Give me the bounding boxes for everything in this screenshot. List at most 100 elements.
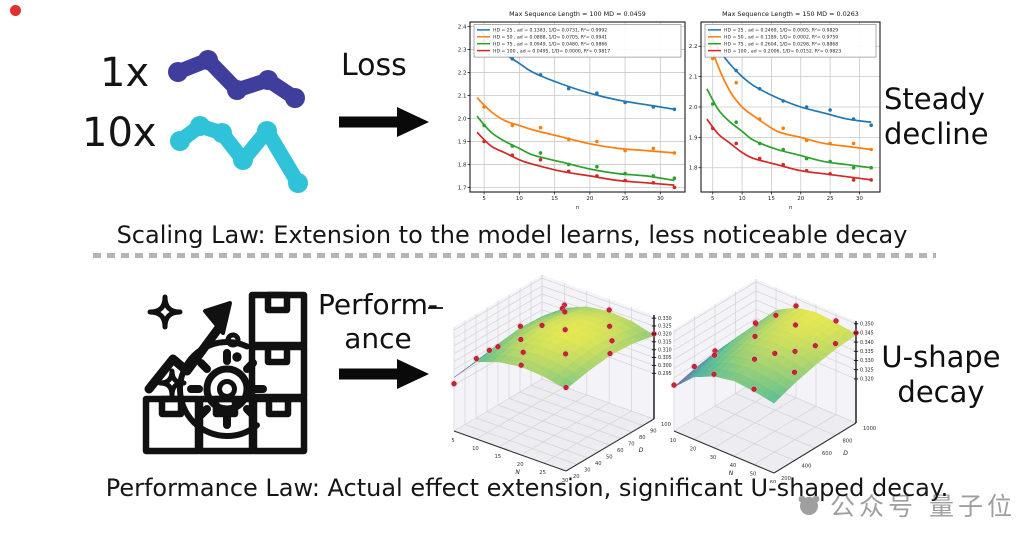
svg-text:1.8: 1.8 <box>689 166 698 172</box>
svg-text:20: 20 <box>517 462 524 468</box>
sparkle-icon <box>147 294 242 398</box>
svg-text:25: 25 <box>827 196 834 202</box>
performance-law-caption: Performance Law: Actual effect extension… <box>105 474 949 502</box>
chart-legend: HD = 25 , ad = 0.1383, 1/D= 0.0731, R²= … <box>473 24 682 58</box>
watermark: 公众号 量子位 <box>796 487 1016 523</box>
svg-text:25: 25 <box>539 470 546 476</box>
right-arrow-icon <box>339 359 429 389</box>
gear-icon <box>177 339 277 439</box>
red-dot-marker <box>10 5 21 16</box>
surface-mesh <box>453 306 655 390</box>
svg-text:15: 15 <box>768 196 775 202</box>
svg-text:100: 100 <box>661 422 671 428</box>
svg-text:20: 20 <box>586 196 593 202</box>
svg-text:15: 15 <box>494 454 501 460</box>
svg-text:HD = 100 , ad = 0.2006, 1/D= 0: HD = 100 , ad = 0.2006, 1/D= 0.0152, R²=… <box>724 48 841 54</box>
svg-text:0.295: 0.295 <box>658 371 672 377</box>
svg-text:N: N <box>515 469 520 476</box>
dashed-divider <box>93 253 936 258</box>
svg-text:20: 20 <box>690 446 697 452</box>
watermark-text: 公众号 量子位 <box>830 492 1016 521</box>
svg-text:1000: 1000 <box>863 426 876 432</box>
svg-text:5: 5 <box>482 196 486 202</box>
svg-text:Max Sequence Length = 150 MD =: Max Sequence Length = 150 MD = 0.0263 <box>722 10 859 18</box>
surface-scatter <box>670 302 860 393</box>
steady-decline-note: Steady decline <box>884 82 989 152</box>
svg-text:600: 600 <box>822 451 832 457</box>
svg-text:0.330: 0.330 <box>860 358 874 364</box>
multiplier-10x-label: 10x <box>82 110 157 156</box>
svg-text:800: 800 <box>843 439 853 445</box>
svg-text:1.9: 1.9 <box>458 139 467 145</box>
performance-surface-plot-2: 10 20 30 40 50 60 N 200 400 600 800 1000 D 0.320 0.325… <box>670 279 876 483</box>
svg-text:0.315: 0.315 <box>658 340 672 346</box>
svg-text:50: 50 <box>750 472 757 478</box>
svg-text:15: 15 <box>551 196 558 202</box>
svg-text:HD = 50 , ad = 0.1189, 1/D= 0.: HD = 50 , ad = 0.1189, 1/D= 0.0002, R²= … <box>724 35 838 41</box>
svg-text:40: 40 <box>730 463 737 469</box>
svg-text:0.335: 0.335 <box>860 349 874 355</box>
svg-text:n: n <box>789 205 793 211</box>
performance-label: Perform- ance <box>317 288 438 356</box>
svg-text:0.350: 0.350 <box>860 322 874 328</box>
svg-text:2.4: 2.4 <box>458 24 467 30</box>
svg-text:200: 200 <box>781 476 791 482</box>
svg-text:70: 70 <box>628 442 635 448</box>
chart-legend: HD = 25 , ad = 0.2469, 1/D= 0.0005, R²= … <box>704 24 877 58</box>
svg-text:0.345: 0.345 <box>860 331 874 337</box>
loss-label: Loss <box>341 48 407 83</box>
loss-chart-seq150: 5 10 15 20 25 30 1.8 1.9 2.0 2.1 2.2 Max Sequence L… <box>689 10 881 211</box>
svg-text:400: 400 <box>802 464 812 470</box>
svg-text:N: N <box>729 470 734 477</box>
svg-text:2.0: 2.0 <box>689 105 698 111</box>
svg-text:0.325: 0.325 <box>658 324 672 330</box>
svg-text:30: 30 <box>657 196 664 202</box>
svg-text:0.310: 0.310 <box>658 347 672 353</box>
svg-text:25: 25 <box>622 196 629 202</box>
squiggle-line-10x-icon <box>170 116 308 193</box>
svg-text:80: 80 <box>639 435 646 441</box>
svg-text:20: 20 <box>797 196 804 202</box>
svg-text:30: 30 <box>856 196 863 202</box>
svg-text:D: D <box>639 447 644 454</box>
svg-text:HD = 100 , ad = 0.0495, 1/D= 0: HD = 100 , ad = 0.0495, 1/D= 0.0000, R²=… <box>493 48 610 54</box>
svg-text:2.0: 2.0 <box>458 116 467 122</box>
svg-text:40: 40 <box>595 461 602 467</box>
svg-text:2.3: 2.3 <box>458 47 467 53</box>
svg-text:0.325: 0.325 <box>860 367 874 373</box>
squiggle-line-1x-icon <box>168 50 305 108</box>
svg-text:60: 60 <box>617 448 624 454</box>
performance-boxes-gear-icon <box>142 291 308 455</box>
svg-text:HD = 25 , ad = 0.2469, 1/D= 0.: HD = 25 , ad = 0.2469, 1/D= 0.0005, R²= … <box>724 28 838 34</box>
svg-text:2.2: 2.2 <box>689 44 698 50</box>
svg-text:2.1: 2.1 <box>458 93 467 99</box>
svg-text:10: 10 <box>739 196 746 202</box>
qbitai-logo-icon <box>798 495 820 515</box>
svg-text:0.340: 0.340 <box>860 340 874 346</box>
performance-surface-plot-1: 51015202530N2030405060708090100D0.2950.3… <box>428 275 672 483</box>
loss-chart-seq100: 5 10 15 20 25 30 1.7 1.8 1.9 2.0 2.1 2.2 2.3 2.4 Max S… <box>458 10 686 211</box>
svg-text:D: D <box>843 450 848 457</box>
svg-text:30: 30 <box>710 455 717 461</box>
svg-text:30: 30 <box>562 478 569 483</box>
svg-text:2.2: 2.2 <box>458 70 467 76</box>
svg-text:HD = 75 , ad = 0.2604, 1/D= 0.: HD = 75 , ad = 0.2604, 1/D= 0.0298, R²= … <box>724 41 838 47</box>
svg-text:0.300: 0.300 <box>658 363 672 369</box>
ushape-decay-note: U-shape decay <box>881 340 1001 410</box>
svg-text:0.305: 0.305 <box>658 355 672 361</box>
svg-text:5: 5 <box>711 196 715 202</box>
right-arrow-icon <box>339 107 429 137</box>
surface-scatter <box>450 301 658 392</box>
chart-series <box>706 27 873 182</box>
svg-text:0.320: 0.320 <box>860 377 874 383</box>
svg-text:2.1: 2.1 <box>689 75 698 81</box>
scaling-law-caption: Scaling Law: Extension to the model lear… <box>116 221 908 249</box>
surface-mesh <box>673 307 857 404</box>
svg-text:0.320: 0.320 <box>658 332 672 338</box>
svg-text:HD = 50 , ad = 0.0888, 1/D= 0.: HD = 50 , ad = 0.0888, 1/D= 0.0705, R²= … <box>493 35 607 41</box>
svg-text:HD = 75 , ad = 0.0949, 1/D= 0.: HD = 75 , ad = 0.0949, 1/D= 0.0480, R²= … <box>493 41 607 47</box>
svg-text:1.9: 1.9 <box>689 135 698 141</box>
multiplier-1x-label: 1x <box>100 50 150 96</box>
svg-text:5: 5 <box>451 438 454 444</box>
